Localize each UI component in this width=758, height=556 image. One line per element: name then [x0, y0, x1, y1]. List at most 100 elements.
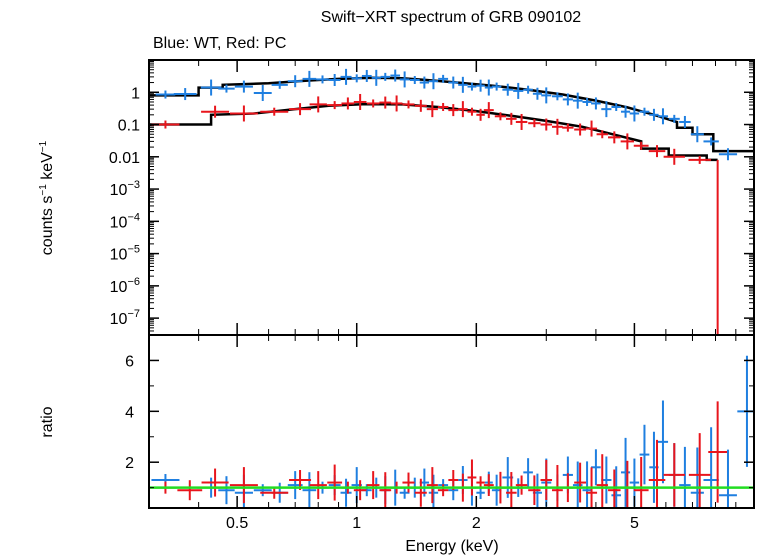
wt-data-point	[173, 88, 197, 101]
wt-data-point	[562, 93, 573, 106]
y-tick-label: 6	[125, 353, 134, 370]
wt-data-point	[552, 92, 563, 101]
wt-data-point	[371, 69, 381, 86]
wt-data-point	[629, 105, 640, 122]
pc-data-point	[608, 131, 621, 144]
pc-data-point	[506, 112, 517, 125]
wt-data-point	[601, 101, 612, 118]
y-tick-label: 2	[125, 455, 134, 472]
pc-data-point	[476, 108, 485, 121]
spectrum-panel-frame	[148, 59, 755, 336]
pc-data-point	[414, 99, 427, 112]
y-tick-label: 10−3	[110, 179, 140, 199]
pc-ratio-point	[229, 467, 258, 504]
pc-ratio-point	[379, 472, 392, 508]
wt-data-point	[438, 74, 449, 83]
pc-ratio-point	[596, 454, 608, 508]
wt-data-point	[302, 70, 317, 87]
pc-data-point	[353, 93, 367, 110]
y-tick-label: 10−6	[110, 276, 140, 296]
wt-data-point	[502, 83, 514, 96]
pc-data-point	[260, 107, 289, 116]
x-tick-label: 2	[472, 515, 481, 532]
x-tick-label: 0.5	[226, 515, 248, 532]
pc-ratio-point	[552, 464, 563, 508]
y-tick-label: 0.1	[118, 118, 140, 135]
pc-ratio-point	[483, 474, 494, 497]
wt-ratio-point	[719, 449, 737, 508]
wt-data-point	[668, 114, 680, 123]
spectrum-y-axis-label: counts s−1 keV−1	[38, 140, 56, 255]
pc-ratio-point	[608, 469, 621, 508]
pc-data-point	[483, 102, 494, 119]
pc-data-point	[467, 107, 477, 116]
pc-ratio-point	[366, 471, 380, 500]
pc-ratio-point	[309, 471, 327, 500]
ratio-panel: 2 4 6 ratio	[39, 334, 755, 509]
pc-data-point	[620, 133, 635, 150]
wt-data-point	[572, 92, 583, 109]
pc-data-point	[402, 100, 415, 109]
pc-data-point	[586, 120, 598, 137]
pc-ratio-point	[515, 475, 528, 495]
chart-subtitle: Blue: WT, Red: PC	[153, 35, 286, 52]
pc-data-point	[494, 112, 507, 121]
pc-ratio-point	[414, 478, 427, 507]
wt-data-point	[448, 76, 459, 89]
wt-data-point	[523, 85, 533, 94]
pc-ratio-point	[663, 443, 685, 507]
wt-ratio-point	[218, 476, 235, 505]
pc-data-point	[390, 95, 403, 112]
y-tick-label: 10−7	[110, 308, 140, 328]
pc-data-point	[528, 119, 541, 128]
wt-data-point	[287, 75, 303, 88]
y-tick-label: 0.01	[109, 150, 140, 167]
pc-data-point	[633, 141, 649, 150]
pc-ratio-point	[648, 439, 666, 508]
chart-title: Swift−XRT spectrum of GRB 090102	[321, 9, 582, 26]
pc-data-point	[289, 103, 312, 116]
wt-data-point	[340, 68, 352, 85]
wt-data-point	[690, 126, 704, 143]
wt-ratio-point	[340, 478, 352, 507]
x-tick-label: 5	[630, 515, 639, 532]
wt-data-point	[639, 107, 650, 116]
pc-data-point	[540, 118, 553, 131]
pc-data-point	[448, 104, 459, 117]
wt-data-point	[541, 87, 552, 104]
x-axis-label: Energy (keV)	[405, 538, 498, 555]
pc-ratio-point	[426, 467, 438, 504]
wt-ratio-point	[253, 484, 272, 497]
pc-ratio-point	[633, 456, 649, 508]
wt-data-point	[476, 79, 485, 92]
wt-data-point	[234, 80, 253, 93]
wt-data-point	[316, 75, 329, 84]
wt-data-point	[155, 90, 176, 99]
pc-data-point	[229, 105, 258, 122]
wt-ratio-point	[690, 447, 704, 508]
pc-data-point	[426, 101, 438, 118]
wt-data-point	[218, 84, 235, 93]
wt-data-point	[467, 82, 477, 91]
pc-data-point	[648, 145, 666, 158]
wt-data-point	[428, 73, 439, 90]
pc-ratio-point	[528, 475, 541, 505]
pc-data-point	[437, 102, 449, 111]
pc-data-point	[309, 96, 327, 113]
pc-data-point	[327, 101, 343, 110]
pc-data-point	[663, 148, 685, 165]
pc-ratio-point	[327, 464, 343, 501]
wt-data-point	[419, 76, 430, 89]
y-tick-label: 4	[125, 404, 134, 421]
pc-ratio-point	[437, 484, 449, 497]
x-tick-label: 1	[352, 515, 361, 532]
wt-ratio-point	[523, 458, 533, 487]
wt-data-point	[399, 71, 410, 88]
y-tick-label: 1	[131, 85, 140, 102]
pc-data-point	[596, 130, 608, 139]
wt-data-point	[200, 79, 222, 96]
wt-data-point	[657, 108, 669, 125]
wt-data-point	[679, 115, 691, 128]
wt-data-point	[513, 82, 524, 99]
